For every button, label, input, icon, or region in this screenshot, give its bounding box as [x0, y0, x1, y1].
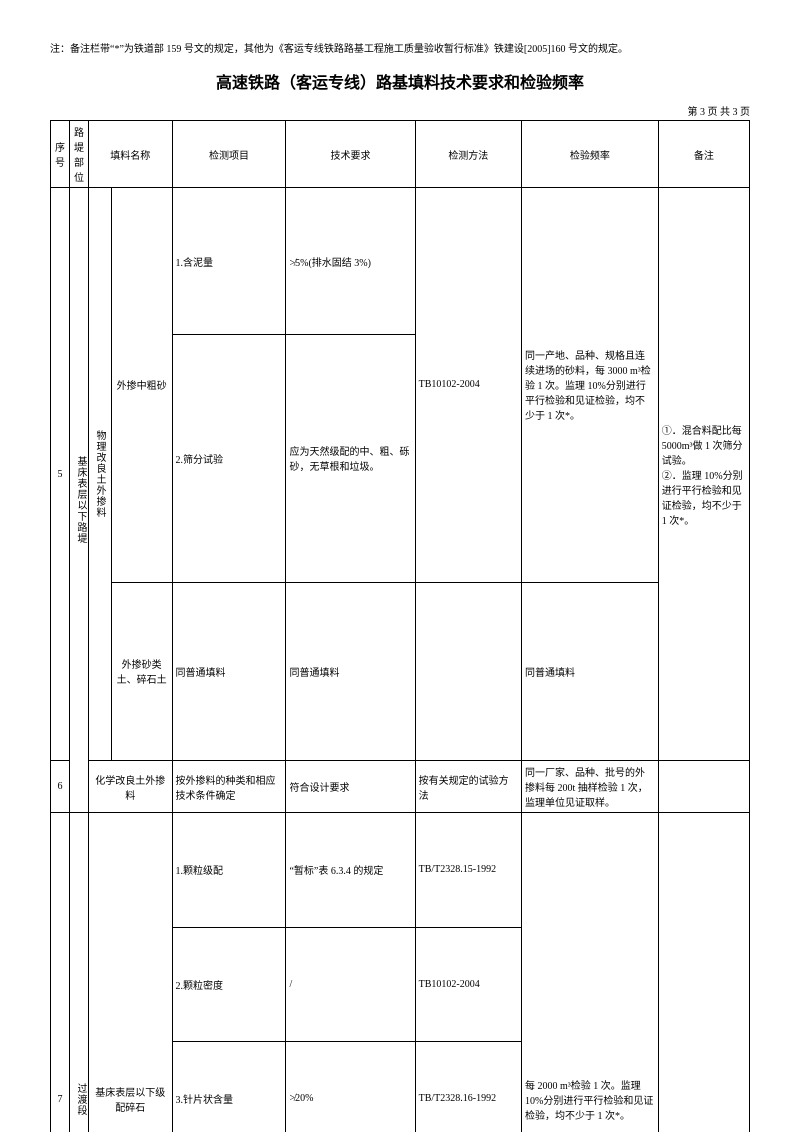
tech-6: 符合设计要求 — [286, 761, 415, 813]
tech-5-2: 应为天然级配的中、粗、砾砂，无草根和垃圾。 — [286, 335, 415, 583]
tech-7-3: ≯20% — [286, 1042, 415, 1132]
seq-7: 7 — [51, 813, 70, 1132]
th-remark: 备注 — [658, 121, 749, 188]
item-7-2: 2.颗粒密度 — [172, 927, 286, 1042]
item-5-2: 2.筛分试验 — [172, 335, 286, 583]
tech-5-1: ≯5%(排水固结 3%) — [286, 188, 415, 335]
table-header-row: 序号 路堤部位 填料名称 检测项目 技术要求 检测方法 检验频率 备注 — [51, 121, 750, 188]
mat-6: 化学改良土外掺料 — [88, 761, 172, 813]
freq-6: 同一厂家、品种、批号的外掺料每 200t 抽样检验 1 次，监理单位见证取样。 — [522, 761, 659, 813]
seq-5: 5 — [51, 188, 70, 761]
note-top: 注：备注栏带“*”为铁道部 159 号文的规定，其他为《客运专线铁路路基工程施工… — [50, 40, 750, 55]
th-tech: 技术要求 — [286, 121, 415, 188]
th-mat: 填料名称 — [88, 121, 172, 188]
tech-5-3: 同普通填料 — [286, 582, 415, 760]
mat-5a: 物理改良土外掺料 — [88, 188, 111, 761]
mat-5b1: 外掺中粗砂 — [111, 188, 172, 583]
item-5-3: 同普通填料 — [172, 582, 286, 760]
freq-5: 同一产地、品种、规格且连续进场的砂料，每 3000 m³检验 1 次。监理 10… — [522, 188, 659, 583]
freq-5-3: 同普通填料 — [522, 582, 659, 760]
method-5: TB10102-2004 — [415, 188, 521, 583]
item-6: 按外掺料的种类和相应技术条件确定 — [172, 761, 286, 813]
remark-6 — [658, 761, 749, 813]
remark-5: ①．混合料配比每 5000m³做 1 次筛分试验。 ②．监理 10%分别进行平行… — [658, 188, 749, 761]
seq-6: 6 — [51, 761, 70, 813]
tech-7-2: / — [286, 927, 415, 1042]
remark-7 — [658, 813, 749, 1132]
th-method: 检测方法 — [415, 121, 521, 188]
method-6: 按有关规定的试验方法 — [415, 761, 521, 813]
item-7-1: 1.颗粒级配 — [172, 813, 286, 928]
page-number: 第 3 页 共 3 页 — [50, 103, 750, 118]
pos-7: 过渡段 — [69, 813, 88, 1132]
th-item: 检测项目 — [172, 121, 286, 188]
item-7-3: 3.针片状含量 — [172, 1042, 286, 1132]
method-7-3: TB/T2328.16-1992 — [415, 1042, 521, 1132]
table-row: 6 化学改良土外掺料 按外掺料的种类和相应技术条件确定 符合设计要求 按有关规定… — [51, 761, 750, 813]
pos-5-6: 基床表层以下路堤 — [69, 188, 88, 813]
tech-7-1: “暂标”表 6.3.4 的规定 — [286, 813, 415, 928]
table-row: 外掺砂类土、碎石土 同普通填料 同普通填料 同普通填料 — [51, 582, 750, 760]
th-seq: 序号 — [51, 121, 70, 188]
mat-5b2: 外掺砂类土、碎石土 — [111, 582, 172, 760]
th-pos: 路堤部位 — [69, 121, 88, 188]
page-title: 高速铁路（客运专线）路基填料技术要求和检验频率 — [50, 69, 750, 93]
method-5-3 — [415, 582, 521, 760]
method-7-2: TB10102-2004 — [415, 927, 521, 1042]
spec-table: 序号 路堤部位 填料名称 检测项目 技术要求 检测方法 检验频率 备注 5 基床… — [50, 120, 750, 1132]
table-row: 5 基床表层以下路堤 物理改良土外掺料 外掺中粗砂 1.含泥量 ≯5%(排水固结… — [51, 188, 750, 335]
item-5-1: 1.含泥量 — [172, 188, 286, 335]
method-7-1: TB/T2328.15-1992 — [415, 813, 521, 928]
th-freq: 检验频率 — [522, 121, 659, 188]
mat-7: 基床表层以下级配碎石 — [88, 813, 172, 1132]
table-row: 7 过渡段 基床表层以下级配碎石 1.颗粒级配 “暂标”表 6.3.4 的规定 … — [51, 813, 750, 928]
freq-7: 每 2000 m³检验 1 次。监理10%分别进行平行检验和见证检验，均不少于 … — [522, 813, 659, 1132]
